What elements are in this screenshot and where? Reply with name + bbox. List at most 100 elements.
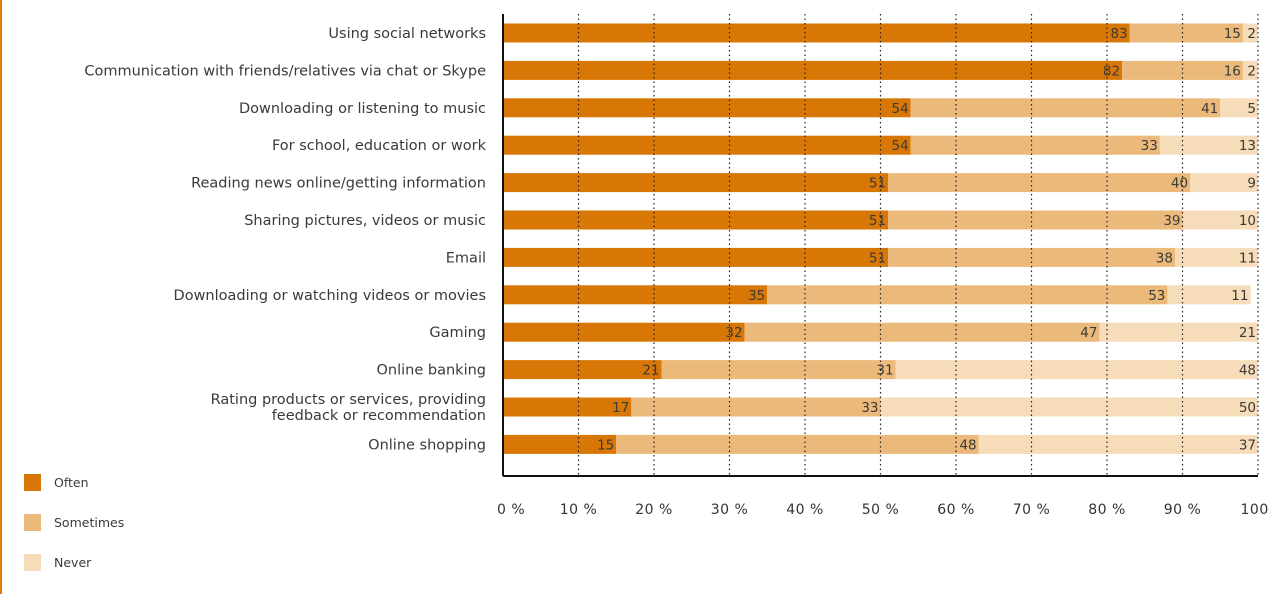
bar-never-7 — [1167, 285, 1251, 305]
left-border-accent — [0, 0, 2, 594]
x-tick-label-50: 50 % — [862, 502, 900, 518]
value-label-often-1: 82 — [1103, 63, 1120, 79]
legend-swatch-never — [24, 553, 41, 571]
x-tick-label-0: 0 % — [497, 502, 525, 518]
bar-sometimes-9 — [661, 360, 896, 380]
bar-often-8 — [503, 322, 745, 342]
legend-swatch-often — [24, 473, 41, 491]
category-label-10: Rating products or services, providing fe… — [211, 392, 486, 424]
bar-often-11 — [503, 434, 617, 454]
value-label-never-10: 50 — [1239, 400, 1256, 416]
x-tick-label-10: 10 % — [560, 502, 598, 518]
x-tick-label-100: 100 % — [1241, 502, 1270, 518]
value-label-often-11: 15 — [597, 437, 614, 453]
x-tick-label-70: 70 % — [1013, 502, 1051, 518]
value-label-sometimes-4: 40 — [1171, 176, 1188, 192]
legend-item-sometimes: Sometimes — [24, 512, 124, 532]
bar-sometimes-8 — [744, 322, 1100, 342]
bar-often-9 — [503, 360, 662, 380]
value-label-never-11: 37 — [1239, 437, 1256, 453]
category-label-1: Communication with friends/relatives via… — [84, 63, 486, 79]
x-tick-label-20: 20 % — [635, 502, 673, 518]
legend-label-never: Never — [54, 554, 92, 570]
value-label-often-5: 51 — [869, 213, 886, 229]
category-label-3: For school, education or work — [272, 138, 487, 154]
axes — [502, 14, 1258, 477]
value-label-never-3: 13 — [1239, 138, 1256, 154]
x-tick-label-40: 40 % — [786, 502, 824, 518]
bar-never-8 — [1099, 322, 1258, 342]
bar-often-4 — [503, 173, 889, 193]
bar-never-11 — [978, 434, 1258, 454]
value-label-sometimes-8: 47 — [1080, 325, 1097, 341]
category-label-4: Reading news online/getting information — [191, 176, 486, 192]
bar-never-6 — [1174, 247, 1258, 267]
bar-never-1 — [1242, 60, 1258, 80]
bar-sometimes-5 — [888, 210, 1183, 230]
value-label-never-1: 2 — [1247, 63, 1256, 79]
value-label-often-6: 51 — [869, 250, 886, 266]
bar-never-2 — [1220, 98, 1258, 118]
bar-sometimes-10 — [631, 397, 881, 417]
value-label-never-9: 48 — [1239, 363, 1256, 379]
bar-often-0 — [503, 23, 1130, 43]
value-label-sometimes-10: 33 — [861, 400, 878, 416]
bar-never-5 — [1182, 210, 1258, 230]
legend-item-often: Often — [24, 472, 124, 492]
legend: Often Sometimes Never — [24, 472, 124, 592]
category-label-2: Downloading or listening to music — [239, 101, 486, 117]
bar-sometimes-11 — [616, 434, 979, 454]
bar-sometimes-7 — [767, 285, 1168, 305]
value-label-often-4: 51 — [869, 176, 886, 192]
legend-item-never: Never — [24, 552, 124, 572]
category-label-0: Using social networks — [328, 26, 486, 42]
value-label-sometimes-7: 53 — [1148, 288, 1165, 304]
grid-lines — [577, 14, 1259, 476]
bar-often-10 — [503, 397, 632, 417]
value-label-often-2: 54 — [892, 101, 909, 117]
category-label-6: Email — [446, 250, 486, 266]
value-label-sometimes-3: 33 — [1141, 138, 1158, 154]
value-label-never-6: 11 — [1239, 250, 1256, 266]
bar-sometimes-0 — [1129, 23, 1243, 43]
bar-never-10 — [880, 397, 1258, 417]
value-label-never-7: 11 — [1231, 288, 1248, 304]
x-tick-labels: 0 % 10 % 20 % 30 % 40 % 50 % 60 % 70 % 80 % 90 % 1… — [497, 502, 1270, 518]
bar-sometimes-4 — [888, 173, 1191, 193]
category-label-8: Gaming — [429, 325, 486, 341]
bar-sometimes-2 — [910, 98, 1221, 118]
value-label-sometimes-1: 16 — [1224, 63, 1241, 79]
value-label-sometimes-2: 41 — [1201, 101, 1218, 117]
legend-label-sometimes: Sometimes — [54, 514, 125, 530]
legend-label-often: Often — [54, 474, 89, 490]
bar-never-9 — [895, 360, 1258, 380]
value-label-never-2: 5 — [1247, 101, 1256, 117]
value-label-never-4: 9 — [1247, 176, 1256, 192]
value-label-sometimes-11: 48 — [959, 437, 976, 453]
bar-never-3 — [1159, 135, 1258, 155]
bar-never-0 — [1242, 23, 1258, 43]
value-label-never-0: 2 — [1247, 26, 1256, 42]
value-label-sometimes-9: 31 — [876, 363, 893, 379]
category-label-11: Online shopping — [368, 437, 486, 453]
value-label-often-9: 21 — [642, 363, 659, 379]
x-tick-label-90: 90 % — [1164, 502, 1202, 518]
value-label-often-0: 83 — [1110, 26, 1127, 42]
bar-often-5 — [503, 210, 889, 230]
x-tick-label-30: 30 % — [711, 502, 749, 518]
value-label-never-5: 10 — [1239, 213, 1256, 229]
value-label-sometimes-5: 39 — [1163, 213, 1180, 229]
value-label-sometimes-0: 15 — [1224, 26, 1241, 42]
bars — [503, 23, 1258, 454]
x-tick-label-60: 60 % — [937, 502, 975, 518]
value-label-often-7: 35 — [748, 288, 765, 304]
value-label-often-10: 17 — [612, 400, 629, 416]
value-label-often-8: 32 — [725, 325, 742, 341]
value-label-often-3: 54 — [892, 138, 909, 154]
category-label-9: Online banking — [377, 363, 486, 379]
category-label-5: Sharing pictures, videos or music — [244, 213, 486, 229]
bar-often-1 — [503, 60, 1123, 80]
category-label-7: Downloading or watching videos or movies — [174, 288, 486, 304]
